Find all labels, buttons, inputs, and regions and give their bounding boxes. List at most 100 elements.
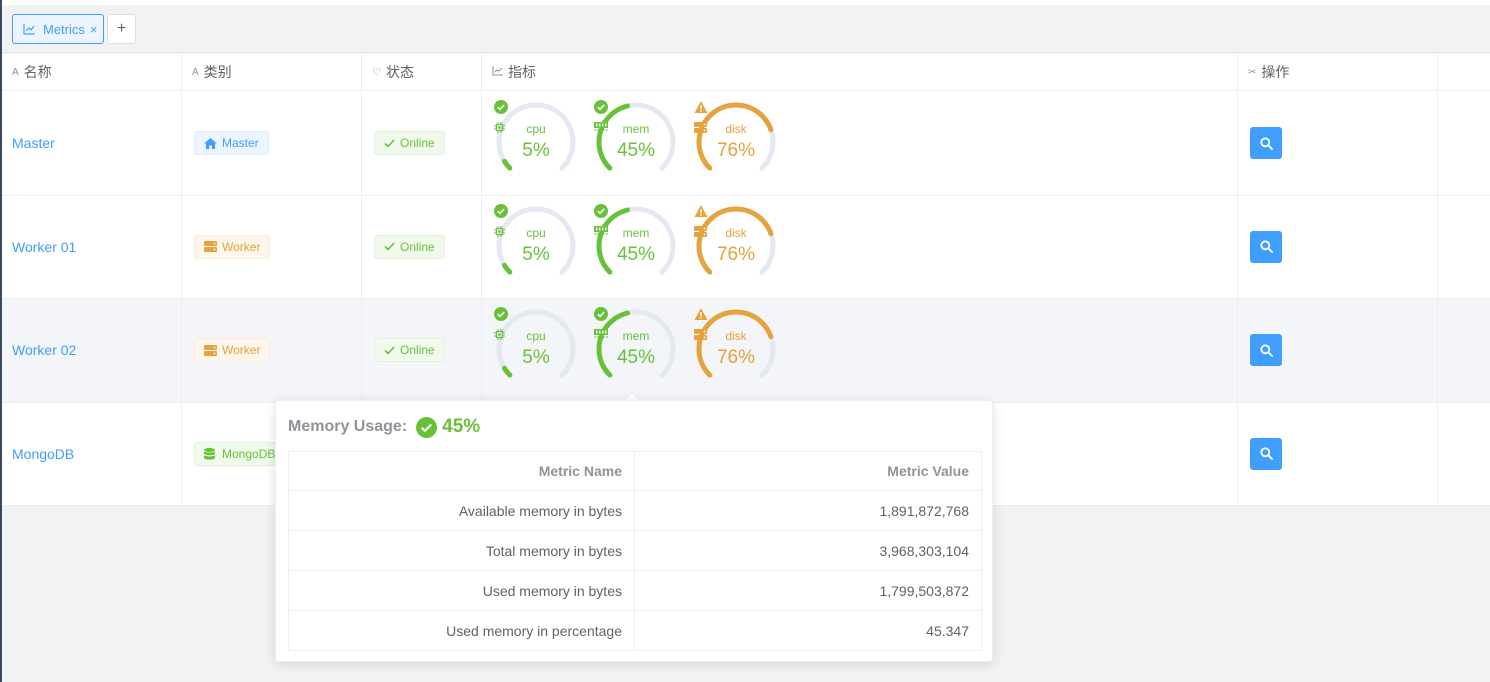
metrics-table: Metric Name Metric Value Available memor… <box>288 451 982 651</box>
database-icon <box>204 448 217 460</box>
text-icon: A <box>192 66 199 78</box>
node-type-tag: Master <box>194 131 269 156</box>
node-type-label: Worker <box>222 343 261 358</box>
metric-gauges: cpu 5% mem 45% disk 76% <box>482 92 1237 195</box>
table-row: Total memory in bytes 3,968,303,104 <box>288 530 982 571</box>
table-row: Worker 02 Worker Online cpu 5% mem 45% disk 76% <box>2 299 1490 403</box>
metric-name: Used memory in percentage <box>288 610 635 651</box>
cell-metrics: cpu 5% mem 45% disk 76% <box>482 195 1238 298</box>
server-icon <box>204 241 217 253</box>
cpu-gauge[interactable]: cpu 5% <box>494 307 578 391</box>
status-badge: Online <box>374 338 445 363</box>
cell-type: Master <box>182 92 362 195</box>
cell-spacer <box>1438 299 1490 402</box>
column-header-name[interactable]: A 名称 <box>2 54 182 91</box>
table-row: Used memory in bytes 1,799,503,872 <box>288 570 982 611</box>
cpu-icon <box>494 329 505 340</box>
cell-status: Online <box>362 299 482 402</box>
cpu-gauge[interactable]: cpu 5% <box>494 100 578 184</box>
metric-value: 1,891,872,768 <box>634 490 982 531</box>
table-row: Worker 01 Worker Online cpu 5% mem 45% disk 76% <box>2 195 1490 299</box>
metric-value: 5% <box>522 243 550 265</box>
node-name-link[interactable]: Worker 01 <box>12 238 77 255</box>
disk-icon <box>694 122 707 133</box>
view-node-button[interactable] <box>1250 230 1282 263</box>
metric-label: mem <box>594 329 678 343</box>
check-circle-icon <box>594 203 608 218</box>
cell-actions <box>1238 402 1438 505</box>
node-name-link[interactable]: Worker 02 <box>12 342 77 359</box>
view-node-button[interactable] <box>1250 437 1282 470</box>
metric-value-header: Metric Value <box>634 451 982 491</box>
mem-gauge[interactable]: mem 45% <box>594 307 678 391</box>
metric-value: 76% <box>716 347 756 368</box>
server-icon <box>204 344 217 356</box>
text-icon: A <box>12 66 19 78</box>
metric-value: 45% <box>616 347 656 368</box>
disk-gauge[interactable]: disk 76% <box>694 307 778 391</box>
mem-gauge[interactable]: mem 45% <box>594 203 678 288</box>
cell-status: Online <box>362 195 482 298</box>
column-header-actions[interactable]: ✂ 操作 <box>1238 54 1438 91</box>
metric-value: 45% <box>616 243 656 265</box>
cell-type: Worker <box>182 299 362 402</box>
close-icon[interactable]: × <box>89 21 98 37</box>
memory-icon <box>594 122 608 131</box>
tab-metrics[interactable]: Metrics × <box>12 14 104 44</box>
node-type-label: Worker <box>222 239 261 254</box>
metric-label: mem <box>594 122 678 136</box>
metric-label: cpu <box>494 225 578 240</box>
node-name-link[interactable]: Master <box>12 135 55 152</box>
disk-gauge[interactable]: disk 76% <box>694 100 778 184</box>
metric-label: mem <box>594 225 678 240</box>
memory-icon <box>594 225 608 235</box>
search-icon <box>1259 137 1273 150</box>
warning-icon <box>694 204 708 217</box>
column-label: 状态 <box>385 64 414 80</box>
status-label: Online <box>400 239 435 254</box>
heart-icon: ♡ <box>372 66 381 78</box>
node-name-link[interactable]: MongoDB <box>12 445 75 462</box>
view-node-button[interactable] <box>1250 334 1282 367</box>
cpu-icon <box>494 122 505 133</box>
column-header-type[interactable]: A 类别 <box>182 54 362 91</box>
view-node-button[interactable] <box>1250 127 1282 160</box>
cell-name: Master <box>2 92 182 195</box>
cpu-icon <box>494 225 505 237</box>
metric-value: 5% <box>522 140 550 161</box>
tab-label: Metrics <box>43 21 85 37</box>
window-edge <box>0 0 2 682</box>
metric-name: Total memory in bytes <box>288 530 635 571</box>
metric-label: disk <box>694 122 778 136</box>
metric-value: 76% <box>716 140 756 161</box>
cell-name: Worker 02 <box>2 299 182 402</box>
check-icon <box>384 242 395 251</box>
search-icon <box>1259 447 1273 461</box>
cell-spacer <box>1438 92 1490 195</box>
line-chart-icon <box>492 65 503 79</box>
node-type-tag: Worker <box>194 338 271 363</box>
check-circle-icon <box>416 416 438 438</box>
check-circle-icon <box>594 307 608 321</box>
column-label: 名称 <box>23 64 52 80</box>
memory-icon <box>594 329 608 338</box>
node-type-label: Master <box>222 136 259 151</box>
column-header-status[interactable]: ♡ 状态 <box>362 54 482 91</box>
add-tab-button[interactable]: + <box>107 14 136 44</box>
column-header-metrics[interactable]: 指标 <box>482 54 1238 91</box>
disk-icon <box>694 225 707 237</box>
cell-metrics: cpu 5% mem 45% disk 76% <box>482 299 1238 402</box>
metric-label: cpu <box>494 122 578 136</box>
metric-value: 76% <box>716 243 756 265</box>
status-badge: Online <box>374 234 445 259</box>
disk-gauge[interactable]: disk 76% <box>694 204 778 288</box>
cell-spacer <box>1438 403 1490 506</box>
mem-gauge[interactable]: mem 45% <box>594 100 678 184</box>
table-row: Available memory in bytes 1,891,872,768 <box>288 490 982 531</box>
top-band <box>2 0 1490 5</box>
metric-value: 5% <box>522 347 550 368</box>
column-label: 指标 <box>508 64 536 80</box>
popover-title-value: 45% <box>442 416 481 437</box>
cell-spacer <box>1438 196 1490 299</box>
cpu-gauge[interactable]: cpu 5% <box>494 203 578 288</box>
